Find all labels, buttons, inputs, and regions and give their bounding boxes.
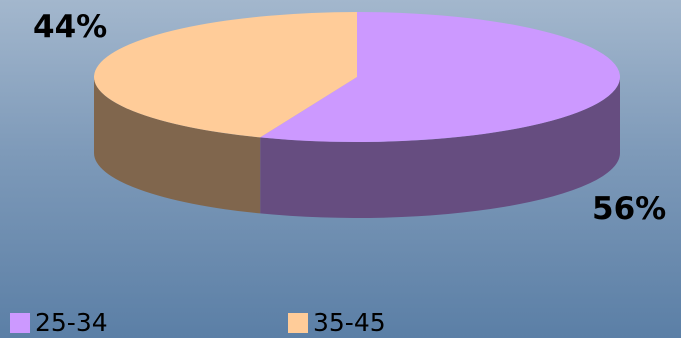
legend-item-25-34: 25-34	[10, 309, 108, 337]
pie-tops	[94, 12, 621, 142]
data-label-25-34: 56%	[592, 191, 666, 227]
legend-swatch-25-34	[10, 313, 30, 333]
legend-swatch-35-45	[288, 313, 308, 333]
pie-side-25-34	[260, 77, 620, 218]
legend-item-35-45: 35-45	[288, 309, 386, 337]
legend-label-35-45: 35-45	[313, 308, 386, 337]
legend: 25-34 35-45	[0, 305, 681, 338]
pie-side-35-45	[94, 77, 261, 214]
legend-label-25-34: 25-34	[35, 308, 108, 337]
pie-slice-35-45	[94, 12, 358, 138]
pie-slice-25-34	[260, 12, 621, 142]
pie-sides	[94, 77, 620, 218]
data-label-35-45: 44%	[33, 9, 107, 45]
